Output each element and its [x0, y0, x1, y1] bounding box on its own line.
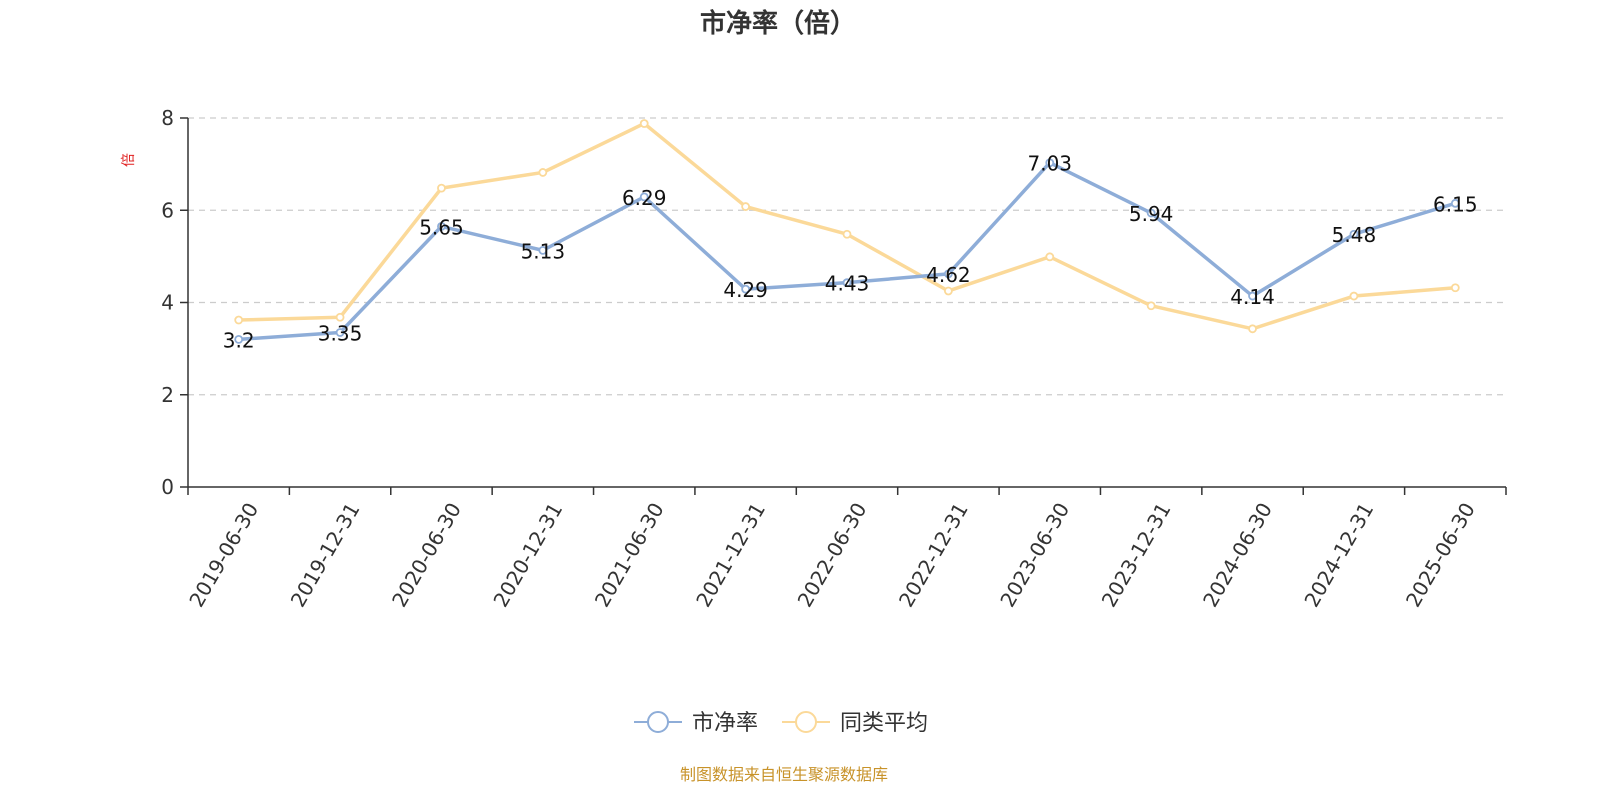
source-note: 制图数据来自恒生聚源数据库: [680, 765, 888, 784]
data-label: 4.43: [825, 272, 870, 296]
data-label: 4.29: [723, 278, 768, 302]
avg-point: [335, 312, 345, 322]
x-tick-label: 2023-12-31: [1097, 499, 1176, 612]
pb-line: [238, 160, 1456, 342]
data-label: 5.48: [1332, 223, 1377, 247]
legend-label-pb[interactable]: 市净率: [692, 711, 758, 736]
legend-marker-pb: [647, 711, 669, 733]
data-label: 6.29: [622, 186, 667, 210]
y-tick-label: 6: [161, 198, 174, 222]
y-axis-label: 倍: [121, 153, 137, 167]
series-points: [234, 119, 1460, 344]
data-label: 3.35: [318, 321, 363, 345]
avg-point: [639, 119, 649, 128]
x-tick-label: 2025-06-30: [1401, 499, 1480, 612]
axes: [187, 118, 1506, 488]
pb-point: [741, 284, 751, 294]
data-label: 3.2: [223, 328, 255, 352]
pb-point: [842, 278, 852, 288]
pb-point: [1146, 208, 1156, 218]
legend-marker-avg: [795, 711, 817, 733]
data-label: 6.15: [1433, 192, 1478, 216]
avg-point: [741, 202, 751, 211]
x-tick-label: 2020-06-30: [387, 499, 466, 612]
y-tick-label: 0: [161, 475, 174, 499]
pb-point: [538, 245, 548, 255]
avg-point: [1349, 291, 1359, 301]
y-axis-ticks: 0 2 4 6 8: [161, 106, 188, 499]
pb-point: [437, 221, 446, 231]
legend: 市净率 同类平均: [634, 711, 928, 736]
avg-point: [842, 229, 852, 239]
data-label: 4.14: [1230, 285, 1275, 309]
avg-point: [1045, 252, 1055, 262]
pb-point: [639, 192, 649, 202]
x-tick-label: 2024-12-31: [1299, 499, 1378, 612]
x-tick-label: 2019-06-30: [184, 499, 263, 612]
data-label: 7.03: [1028, 152, 1073, 176]
pb-point: [1450, 198, 1460, 208]
avg-point: [538, 168, 548, 177]
data-label: 4.62: [926, 263, 971, 287]
y-tick-label: 2: [161, 383, 174, 407]
pb-point: [1349, 229, 1359, 239]
y-tick-label: 4: [161, 291, 174, 315]
data-label: 5.94: [1129, 202, 1174, 226]
pb-point: [1045, 158, 1055, 168]
x-tick-label: 2020-12-31: [488, 499, 567, 612]
pb-point: [1248, 291, 1257, 301]
x-tick-label: 2022-06-30: [793, 499, 872, 612]
x-tick-label: 2021-06-30: [590, 499, 669, 612]
y-tick-label: 8: [161, 106, 174, 130]
avg-point: [1248, 324, 1257, 334]
x-tick-label: 2023-06-30: [995, 499, 1074, 612]
x-tick-label: 2019-12-31: [286, 499, 365, 612]
data-labels: 3.2 3.35 5.65 5.13 6.29 4.29 4.43 4.62 7.03 5.94 4…: [223, 152, 1478, 353]
data-label: 5.13: [521, 239, 566, 263]
avg-point: [437, 183, 446, 193]
avg-point: [943, 286, 953, 296]
data-label: 5.65: [419, 215, 464, 239]
legend-label-avg[interactable]: 同类平均: [840, 711, 928, 736]
x-tick-label: 2024-06-30: [1198, 499, 1277, 612]
avg-point: [234, 315, 244, 325]
x-tick-label: 2022-12-31: [894, 499, 973, 612]
avg-point: [1146, 301, 1156, 311]
x-tick-label: 2021-12-31: [691, 499, 770, 612]
pb-point: [234, 334, 244, 344]
pb-point: [335, 328, 345, 337]
avg-point: [1450, 283, 1460, 293]
x-axis-ticks: 2019-06-30 2019-12-31 2020-06-30 2020-12-31…: [184, 487, 1507, 612]
chart-title: 市净率（倍）: [700, 8, 856, 39]
pb-point: [943, 269, 953, 279]
